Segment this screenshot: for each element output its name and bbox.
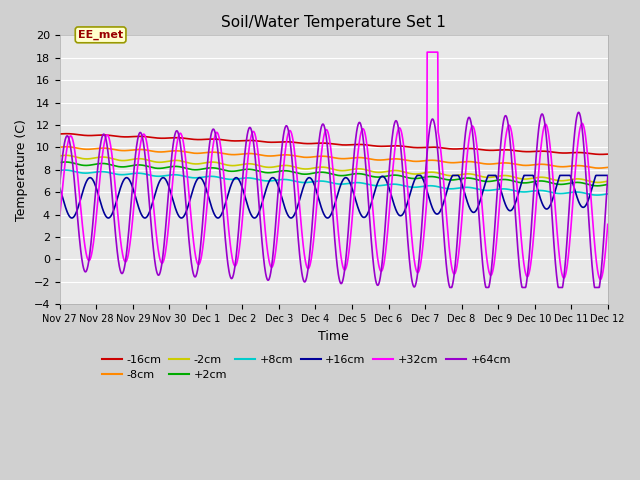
-2cm: [121, 157, 129, 163]
+8cm: [99, 169, 106, 175]
-8cm: [289, 153, 296, 158]
+8cm: [604, 191, 612, 197]
+8cm: [368, 182, 376, 188]
+16cm: [604, 173, 612, 179]
+64cm: [300, 278, 307, 284]
+16cm: [310, 180, 317, 186]
-8cm: [300, 155, 308, 160]
-16cm: [289, 139, 296, 145]
+2cm: [121, 164, 129, 169]
-16cm: [99, 132, 106, 138]
-8cm: [604, 165, 612, 170]
+8cm: [289, 178, 296, 183]
-2cm: [594, 180, 602, 185]
+16cm: [289, 215, 296, 220]
Y-axis label: Temperature (C): Temperature (C): [15, 119, 28, 221]
-16cm: [310, 141, 317, 146]
Line: +16cm: +16cm: [60, 175, 608, 218]
+8cm: [310, 179, 317, 184]
+2cm: [300, 171, 308, 177]
+8cm: [121, 172, 129, 178]
-2cm: [62, 153, 70, 158]
Line: +8cm: +8cm: [60, 170, 608, 195]
-16cm: [300, 141, 308, 146]
+2cm: [289, 169, 296, 175]
X-axis label: Time: Time: [318, 330, 349, 343]
+2cm: [604, 181, 612, 187]
-16cm: [597, 152, 605, 157]
+64cm: [575, 109, 582, 115]
+32cm: [56, 213, 63, 219]
+2cm: [99, 161, 106, 167]
+32cm: [604, 221, 612, 227]
Line: +64cm: +64cm: [60, 112, 608, 288]
-2cm: [99, 154, 106, 160]
+2cm: [56, 160, 63, 166]
+32cm: [300, 246, 307, 252]
-8cm: [595, 165, 603, 171]
+32cm: [99, 154, 106, 160]
+64cm: [446, 285, 454, 290]
Line: -2cm: -2cm: [60, 156, 608, 182]
+32cm: [596, 276, 604, 282]
+8cm: [593, 192, 601, 198]
Legend: -16cm, -8cm, -2cm, +2cm, +8cm, +16cm, +32cm, +64cm: -16cm, -8cm, -2cm, +2cm, +8cm, +16cm, +3…: [97, 350, 515, 385]
+16cm: [121, 176, 129, 181]
-2cm: [56, 153, 63, 159]
-2cm: [368, 168, 376, 174]
-2cm: [310, 165, 317, 171]
-2cm: [300, 166, 308, 172]
-8cm: [310, 154, 317, 160]
-8cm: [63, 144, 70, 150]
+64cm: [604, 173, 612, 179]
-8cm: [121, 148, 129, 154]
Text: EE_met: EE_met: [78, 30, 123, 40]
+16cm: [99, 206, 106, 212]
+16cm: [300, 182, 308, 188]
-16cm: [56, 131, 63, 137]
-2cm: [289, 164, 296, 169]
+8cm: [56, 168, 63, 173]
-16cm: [368, 143, 376, 148]
+64cm: [310, 204, 317, 210]
-16cm: [63, 131, 70, 137]
-8cm: [99, 145, 106, 151]
Line: +2cm: +2cm: [60, 162, 608, 186]
+64cm: [368, 241, 376, 247]
+2cm: [368, 173, 376, 179]
+2cm: [593, 183, 601, 189]
+32cm: [310, 239, 317, 244]
+32cm: [289, 133, 296, 139]
Line: -8cm: -8cm: [60, 147, 608, 168]
+32cm: [121, 258, 129, 264]
+8cm: [61, 167, 68, 173]
+16cm: [368, 198, 376, 204]
+2cm: [310, 170, 317, 176]
Line: -16cm: -16cm: [60, 134, 608, 155]
+64cm: [99, 134, 106, 140]
-16cm: [604, 151, 612, 157]
Title: Soil/Water Temperature Set 1: Soil/Water Temperature Set 1: [221, 15, 446, 30]
-8cm: [368, 156, 376, 162]
+64cm: [56, 180, 63, 186]
+16cm: [413, 172, 421, 178]
+2cm: [62, 159, 70, 165]
+64cm: [289, 160, 296, 166]
-8cm: [56, 144, 63, 150]
+64cm: [121, 264, 129, 270]
Line: +32cm: +32cm: [60, 52, 608, 279]
-2cm: [604, 178, 612, 184]
+32cm: [423, 49, 431, 55]
+16cm: [68, 215, 76, 221]
+8cm: [300, 180, 308, 185]
+16cm: [56, 185, 63, 191]
-16cm: [121, 134, 129, 140]
+32cm: [368, 192, 376, 197]
